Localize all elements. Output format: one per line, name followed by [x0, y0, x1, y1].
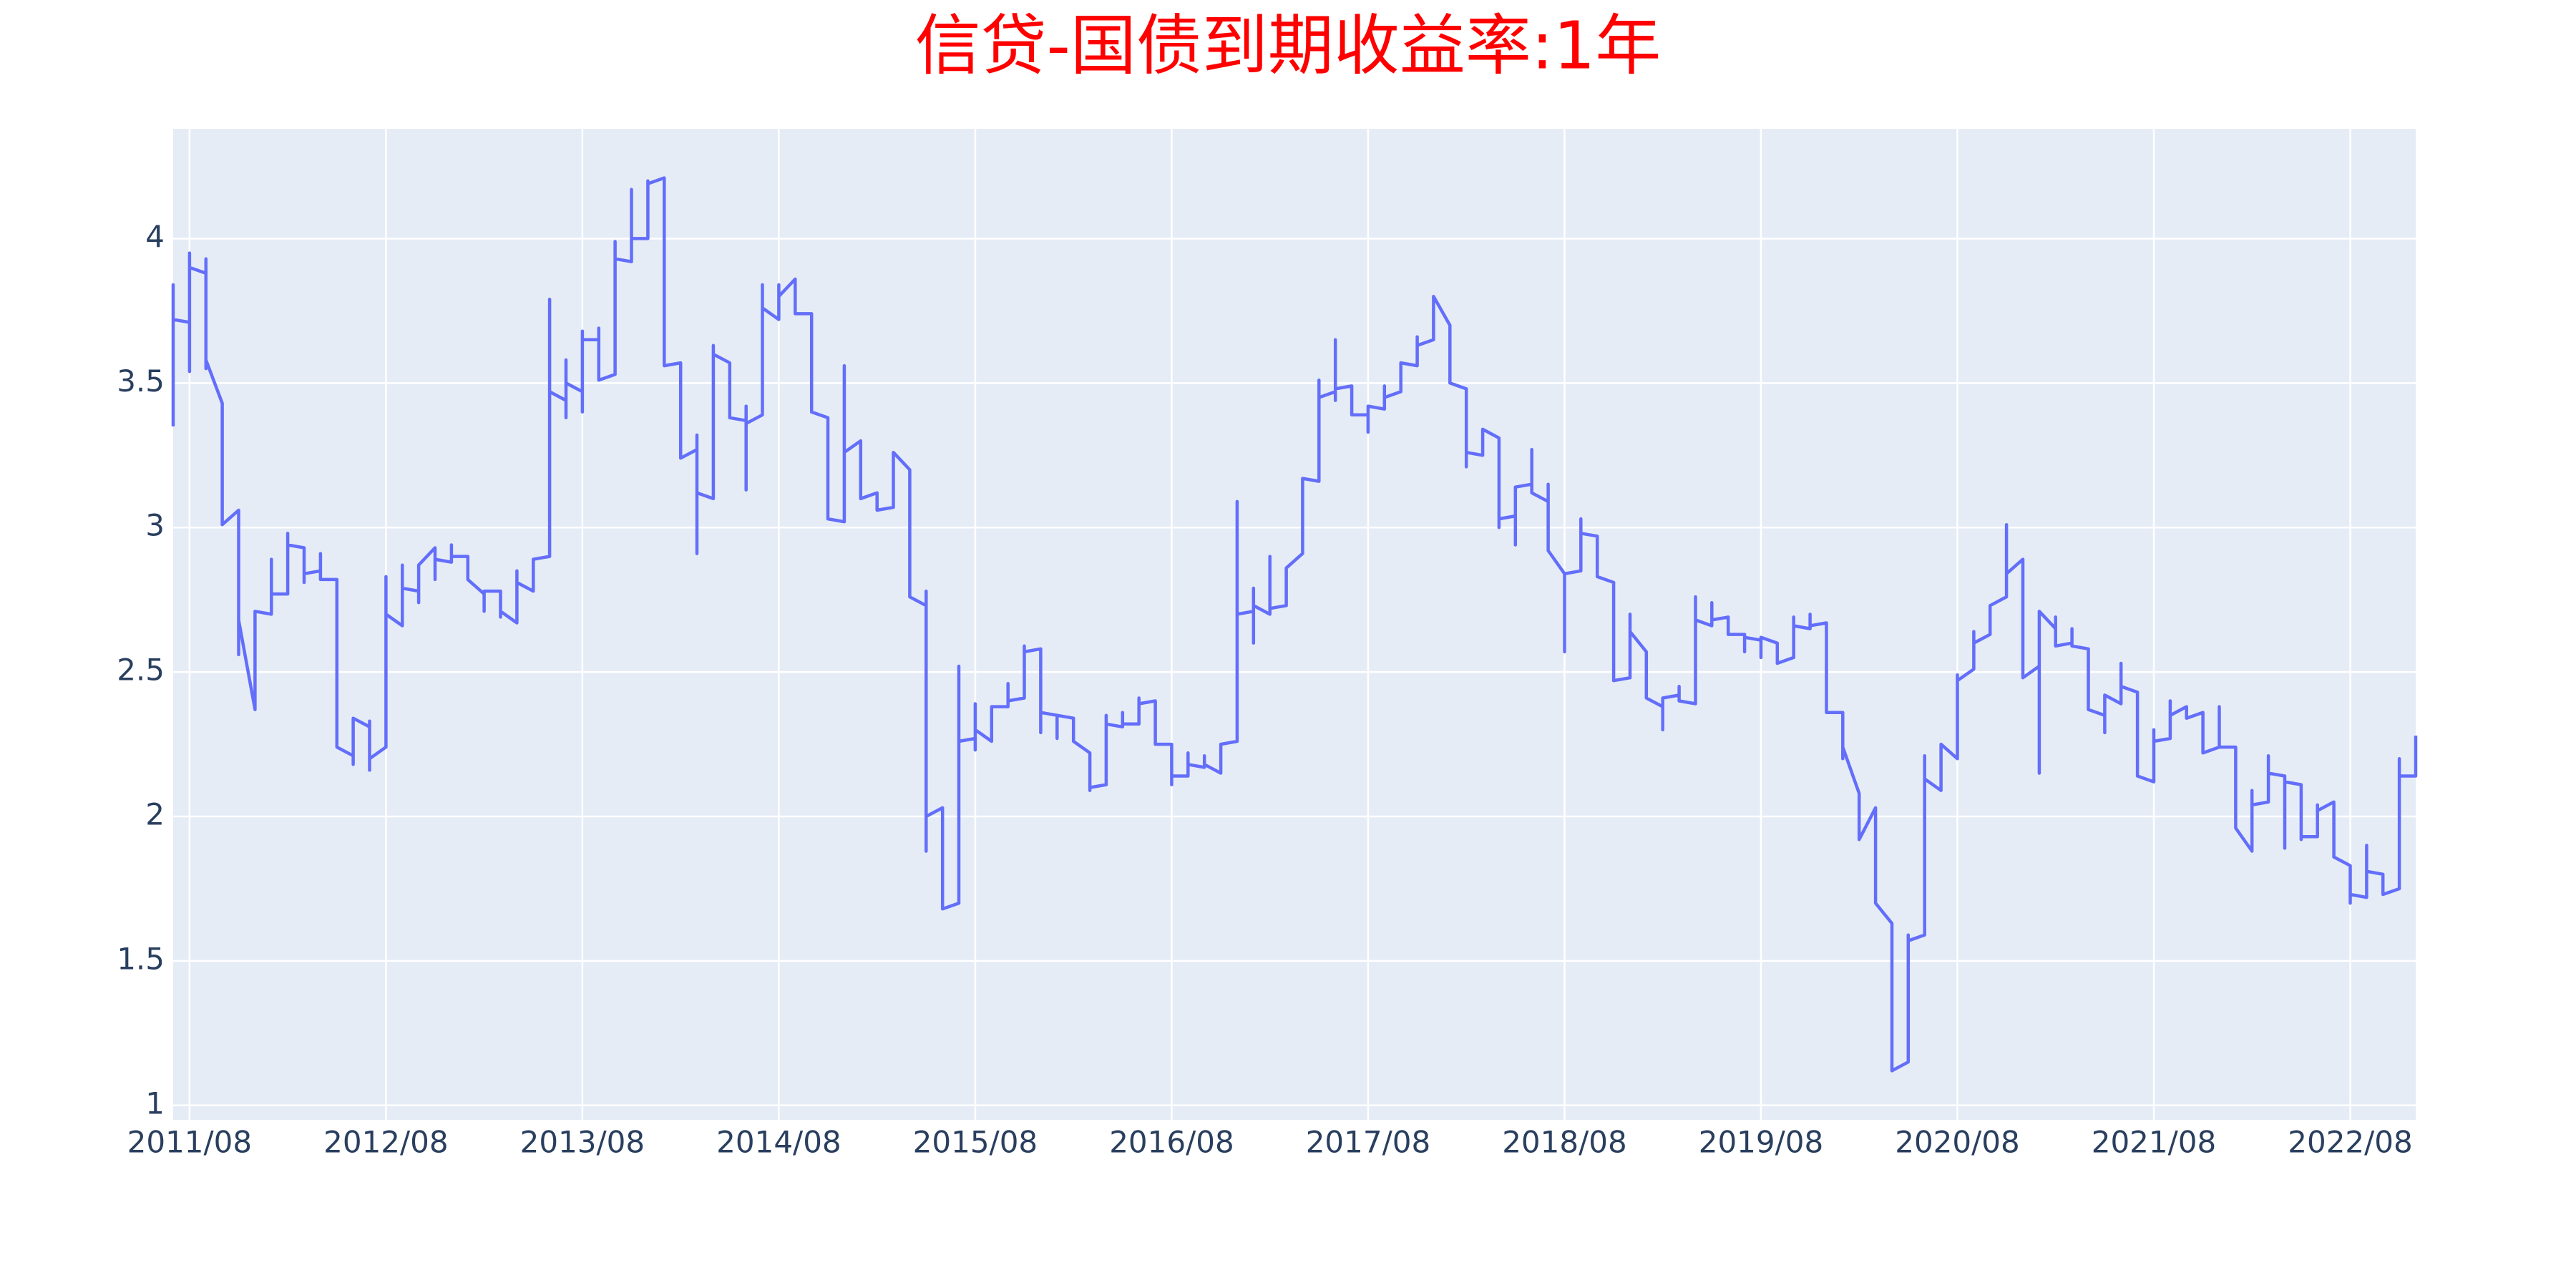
plot-area: [173, 129, 2416, 1120]
x-tick-label: 2020/08: [1895, 1125, 2019, 1160]
x-tick-label: 2015/08: [913, 1125, 1038, 1160]
x-tick-label: 2018/08: [1502, 1125, 1626, 1160]
y-tick-label: 1.5: [117, 941, 165, 976]
x-tick-label: 2012/08: [323, 1125, 448, 1160]
y-tick-label: 3: [145, 508, 165, 543]
y-tick-label: 4: [145, 219, 165, 254]
x-tick-label: 2013/08: [520, 1125, 645, 1160]
y-tick-label: 2: [145, 797, 165, 832]
y-tick-label: 1: [145, 1085, 165, 1121]
x-tick-label: 2021/08: [2092, 1125, 2216, 1160]
x-tick-label: 2017/08: [1306, 1125, 1430, 1160]
x-tick-label: 2014/08: [716, 1125, 841, 1160]
x-tick-label: 2016/08: [1109, 1125, 1234, 1160]
x-tick-label: 2011/08: [127, 1125, 252, 1160]
chart-title: 信贷-国债到期收益率:1年: [915, 7, 1662, 84]
y-tick-label: 3.5: [117, 364, 165, 399]
y-tick-label: 2.5: [117, 653, 165, 688]
x-tick-label: 2019/08: [1699, 1125, 1823, 1160]
line-series: [171, 176, 2418, 1073]
x-tick-label: 2022/08: [2288, 1125, 2412, 1160]
